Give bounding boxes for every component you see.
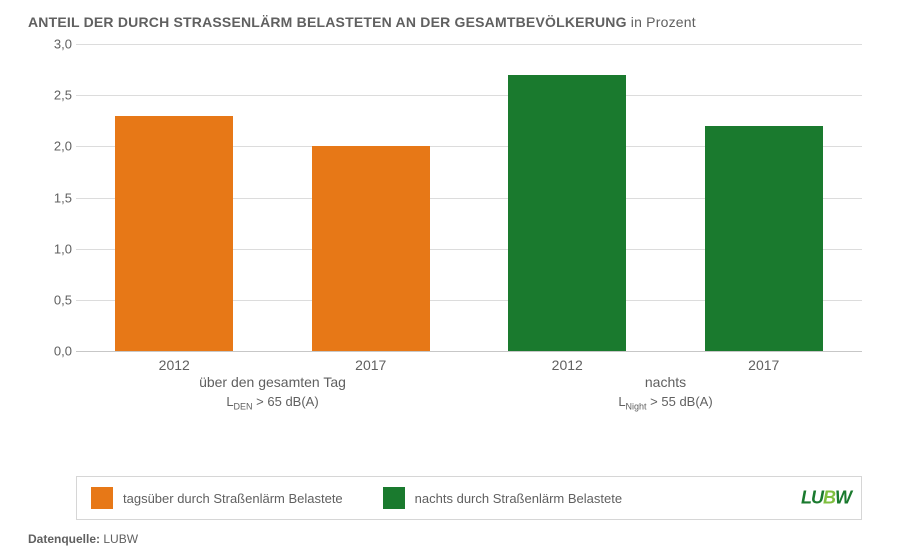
x-tick-year: 2012 [159,357,190,373]
y-tick-label: 1,0 [46,241,72,256]
legend-item-day: tagsüber durch Straßenlärm Belastete [91,487,343,509]
x-axis-secondary: über den gesamten Tag LDEN > 65 dB(A) nach… [76,374,862,414]
x-group-label: nachts [645,374,686,390]
title-unit: in Prozent [631,14,696,30]
legend-item-night: nachts durch Straßenlärm Belastete [383,487,622,509]
gridline [76,44,862,45]
legend-label-night: nachts durch Straßenlärm Belastete [415,491,622,506]
x-tick-year: 2012 [552,357,583,373]
x-group-sublabel: LDEN > 65 dB(A) [226,394,318,412]
title-bold: ANTEIL DER DURCH STRASSENLÄRM BELASTETEN… [28,14,627,30]
gridline [76,95,862,96]
plot-region: 0,00,51,01,52,02,53,02012201720122017 [76,44,862,352]
x-tick-year: 2017 [355,357,386,373]
y-tick-label: 1,5 [46,190,72,205]
bar [705,126,823,351]
y-tick-label: 2,0 [46,139,72,154]
data-source: Datenquelle: LUBW [28,532,872,546]
bar [312,146,430,351]
x-group-label: über den gesamten Tag [199,374,346,390]
y-tick-label: 3,0 [46,37,72,52]
legend-swatch-day [91,487,113,509]
source-value: LUBW [103,532,138,546]
y-tick-label: 0,0 [46,344,72,359]
y-tick-label: 0,5 [46,292,72,307]
legend: tagsüber durch Straßenlärm Belastete nac… [76,476,862,520]
bar [115,116,233,351]
legend-swatch-night [383,487,405,509]
x-group-sublabel: LNight > 55 dB(A) [618,394,712,412]
source-label: Datenquelle: [28,532,100,546]
y-tick-label: 2,5 [46,88,72,103]
legend-label-day: tagsüber durch Straßenlärm Belastete [123,491,343,506]
chart-title: ANTEIL DER DURCH STRASSENLÄRM BELASTETEN… [28,14,872,30]
chart-area: 0,0 0,5 1,0 1,5 2,0 2,5 3,0 2012 2017 2012 2017 [48,40,862,370]
x-tick-year: 2017 [748,357,779,373]
lubw-logo: LUBW [801,488,851,509]
bar [508,75,626,351]
